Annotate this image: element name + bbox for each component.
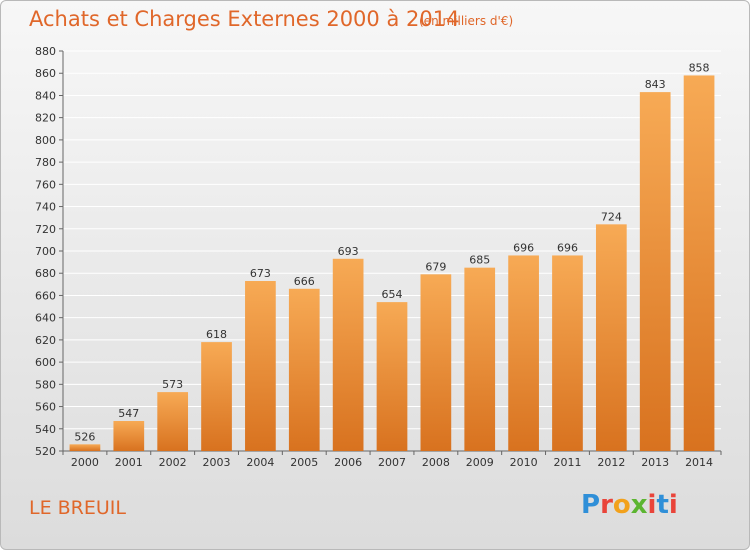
- x-tick-label-2004: 2004: [246, 456, 274, 469]
- bar-2007: [376, 302, 408, 451]
- x-tick-label-2002: 2002: [159, 456, 187, 469]
- data-label-2005: 666: [294, 275, 315, 288]
- logo-letter: t: [656, 490, 669, 520]
- data-label-2012: 724: [601, 210, 622, 223]
- bar-2014: [683, 75, 715, 451]
- x-tick-label-2014: 2014: [685, 456, 713, 469]
- y-tick-label: 760: [35, 178, 56, 191]
- y-tick-label: 700: [35, 245, 56, 258]
- bar-2013: [639, 92, 671, 451]
- data-label-2013: 843: [645, 78, 666, 91]
- y-tick-label: 840: [35, 89, 56, 102]
- y-tick-label: 820: [35, 112, 56, 125]
- x-tick-label-2000: 2000: [71, 456, 99, 469]
- bar-2009: [464, 267, 496, 451]
- logo-letter: x: [630, 490, 648, 520]
- y-tick-label: 620: [35, 334, 56, 347]
- logo-letter: i: [668, 490, 678, 520]
- bar-2002: [157, 392, 189, 451]
- y-tick-label: 600: [35, 356, 56, 369]
- bars: [69, 75, 715, 451]
- y-tick-label: 660: [35, 289, 56, 302]
- data-label-2010: 696: [513, 241, 534, 254]
- x-tick-label-2003: 2003: [203, 456, 231, 469]
- y-tick-label: 540: [35, 423, 56, 436]
- labels: 520 540 560 580 600 620 640 660 680 700 720 740 760 7…: [35, 45, 713, 469]
- bar-2001: [113, 421, 145, 451]
- y-tick-label: 520: [35, 445, 56, 458]
- y-tick-label: 720: [35, 223, 56, 236]
- y-tick-label: 880: [35, 45, 56, 58]
- data-label-2002: 573: [162, 378, 183, 391]
- x-tick-label-2007: 2007: [378, 456, 406, 469]
- proxiti-logo: Proxiti: [581, 490, 678, 520]
- y-tick-label: 780: [35, 156, 56, 169]
- x-tick-label-2005: 2005: [290, 456, 318, 469]
- x-tick-label-2006: 2006: [334, 456, 362, 469]
- logo-letter: P: [581, 490, 601, 520]
- chart-unit-label: (en milliers d'€): [419, 14, 514, 28]
- data-label-2011: 696: [557, 241, 578, 254]
- data-label-2008: 679: [425, 260, 446, 273]
- x-tick-label-2009: 2009: [466, 456, 494, 469]
- y-tick-label: 640: [35, 312, 56, 325]
- y-tick-label: 580: [35, 378, 56, 391]
- y-tick-label: 560: [35, 401, 56, 414]
- logo-letter: r: [600, 490, 613, 520]
- x-tick-label-2011: 2011: [553, 456, 581, 469]
- logo-letter: o: [612, 490, 631, 520]
- bar-2006: [332, 258, 364, 451]
- x-tick-label-2012: 2012: [597, 456, 625, 469]
- y-tick-label: 740: [35, 201, 56, 214]
- x-tick-label-2001: 2001: [115, 456, 143, 469]
- bar-2003: [201, 342, 232, 451]
- x-tick-label-2008: 2008: [422, 456, 450, 469]
- data-label-2004: 673: [250, 267, 271, 280]
- bar-2011: [552, 255, 583, 451]
- bar-2012: [595, 224, 627, 451]
- bar-2005: [288, 288, 320, 451]
- bar-2010: [508, 255, 539, 451]
- x-tick-label-2013: 2013: [641, 456, 669, 469]
- bar-2004: [245, 281, 276, 451]
- data-label-2006: 693: [338, 245, 359, 258]
- data-label-2007: 654: [382, 288, 403, 301]
- data-label-2000: 526: [74, 430, 95, 443]
- y-tick-label: 860: [35, 67, 56, 80]
- bar-2000: [69, 444, 101, 451]
- y-tick-label: 800: [35, 134, 56, 147]
- y-tick-label: 680: [35, 267, 56, 280]
- bar-2008: [420, 274, 452, 451]
- data-label-2001: 547: [118, 407, 139, 420]
- chart-title: Achats et Charges Externes 2000 à 2014: [29, 7, 460, 31]
- data-label-2014: 858: [689, 61, 710, 74]
- x-tick-label-2010: 2010: [510, 456, 538, 469]
- data-label-2003: 618: [206, 328, 227, 341]
- data-label-2009: 685: [469, 254, 490, 267]
- logo-letter: i: [647, 490, 657, 520]
- place-name: LE BREUIL: [29, 497, 126, 519]
